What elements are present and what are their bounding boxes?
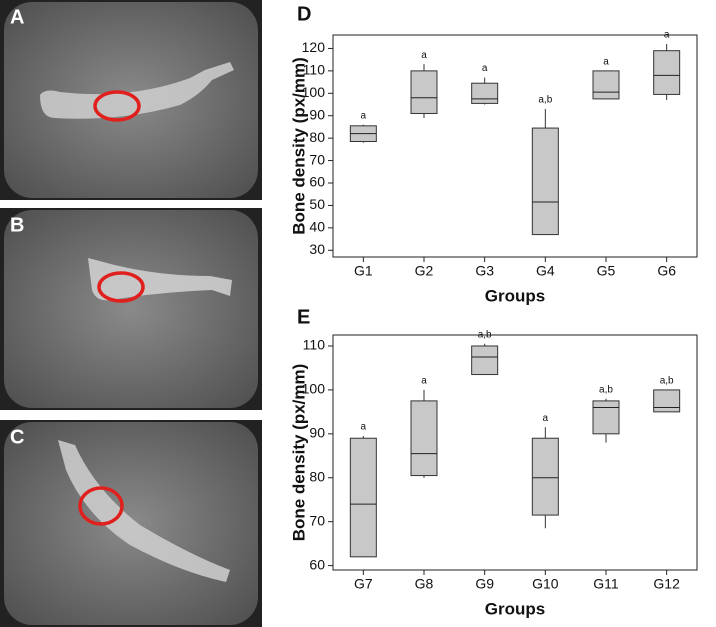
box (531, 127, 559, 236)
y-tick-label: 80 (309, 468, 325, 484)
y-tick-label: 80 (309, 129, 325, 145)
box (410, 400, 438, 477)
panel-label: D (297, 3, 311, 25)
y-tick-label: 100 (302, 381, 326, 397)
annotation: a (482, 63, 488, 74)
y-tick-label: 100 (302, 84, 326, 100)
annotation: a (664, 30, 670, 41)
y-axis-label: Bone density (px/mm) (289, 57, 308, 235)
x-tick-label: G1 (354, 263, 373, 279)
box (531, 437, 559, 516)
y-tick-label: 60 (309, 556, 325, 572)
x-tick-label: G3 (475, 263, 494, 279)
x-tick-label: G4 (536, 263, 555, 279)
annotation: a (361, 422, 367, 433)
box (471, 82, 499, 104)
annotation: a,b (660, 376, 674, 387)
y-tick-label: 30 (309, 241, 325, 257)
box (410, 70, 438, 114)
annotation: a (543, 413, 549, 424)
panel-label: A (10, 6, 24, 28)
annotation: a (361, 110, 367, 121)
xray-panel-a: A (0, 0, 262, 200)
y-tick-label: 110 (303, 62, 326, 78)
annotation: a,b (478, 329, 492, 340)
y-axis-label: Bone density (px/mm) (289, 364, 308, 542)
box (592, 400, 620, 435)
y-tick-label: 40 (309, 219, 325, 235)
x-tick-label: G7 (354, 576, 373, 592)
box (349, 437, 377, 558)
annotation: a (603, 57, 609, 68)
x-axis-label: Groups (485, 286, 545, 305)
plot-frame (332, 34, 698, 258)
x-tick-label: G11 (593, 576, 619, 592)
annotation: a (421, 50, 427, 61)
y-tick-label: 90 (309, 106, 325, 122)
xray-panel-c: C (0, 420, 262, 627)
x-tick-label: G8 (415, 576, 434, 592)
x-tick-label: G2 (415, 263, 434, 279)
xray-panel-b: B (0, 208, 262, 410)
y-tick-label: 90 (309, 425, 325, 441)
y-tick-label: 60 (309, 174, 325, 190)
y-tick-label: 110 (303, 337, 326, 353)
panel-label: E (297, 306, 310, 328)
x-tick-label: G10 (532, 576, 559, 592)
x-axis-label: Groups (485, 599, 545, 618)
box (653, 389, 681, 413)
panel-label: B (10, 214, 24, 236)
annotation: a (421, 376, 427, 387)
x-tick-label: G5 (597, 263, 616, 279)
y-tick-label: 120 (302, 39, 326, 55)
y-tick-label: 50 (309, 196, 325, 212)
plot-frame (332, 334, 698, 571)
x-tick-label: G9 (475, 576, 494, 592)
annotation: a,b (538, 95, 552, 106)
box (653, 50, 681, 95)
panel-label: C (10, 426, 24, 448)
x-tick-label: G12 (653, 576, 680, 592)
annotation: a,b (599, 384, 613, 395)
y-tick-label: 70 (309, 512, 325, 528)
box (592, 70, 620, 100)
box (471, 345, 499, 376)
x-tick-label: G6 (657, 263, 676, 279)
y-tick-label: 70 (309, 151, 325, 167)
